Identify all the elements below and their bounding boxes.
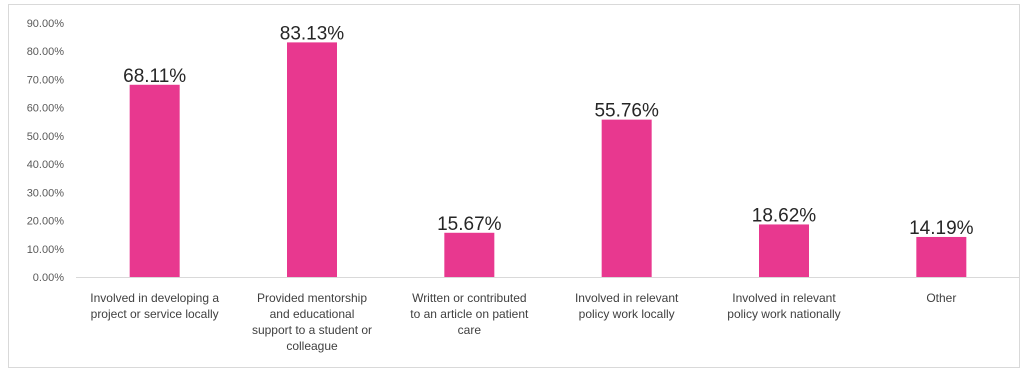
- y-tick-label: 20.00%: [27, 216, 65, 228]
- y-tick-label: 80.00%: [27, 46, 65, 58]
- bar: [287, 42, 337, 277]
- bar: [916, 236, 967, 277]
- data-label: 55.76%: [594, 101, 659, 122]
- y-tick-label: 10.00%: [27, 244, 65, 256]
- bars: [129, 42, 967, 277]
- category-label: Involved in relevant: [575, 291, 679, 305]
- category-label: support to a student or: [252, 323, 372, 337]
- y-tick-label: 70.00%: [27, 74, 65, 86]
- data-label: 68.11%: [123, 66, 186, 87]
- bar: [759, 224, 809, 277]
- category-label: project or service locally: [91, 307, 219, 321]
- category-label: policy work locally: [579, 307, 675, 321]
- category-label: and educational: [270, 307, 355, 321]
- y-tick-label: 40.00%: [27, 159, 65, 171]
- data-label: 83.13%: [280, 23, 345, 44]
- y-tick-label: 90.00%: [27, 18, 65, 30]
- category-label: policy work nationally: [727, 307, 840, 321]
- category-label: Involved in relevant: [732, 291, 836, 305]
- y-axis-tick-labels: 0.00% 10.00% 20.00% 30.00% 40.00% 50.00% 60.00…: [27, 18, 65, 284]
- category-label: Provided mentorship: [257, 291, 367, 305]
- bar: [129, 84, 180, 277]
- category-label: Other: [926, 291, 956, 305]
- data-label: 15.67%: [437, 214, 502, 235]
- bar: [444, 232, 495, 277]
- y-tick-label: 50.00%: [27, 131, 65, 143]
- category-label: Involved in developing a: [90, 291, 219, 305]
- bar: [601, 119, 652, 277]
- y-tick-label: 0.00%: [33, 272, 64, 284]
- category-label: Written or contributed: [412, 291, 527, 305]
- data-label: 14.19%: [909, 218, 974, 239]
- y-tick-label: 30.00%: [27, 187, 65, 199]
- category-label: colleague: [286, 339, 338, 353]
- category-label: care: [458, 323, 482, 337]
- data-label: 18.62%: [752, 205, 817, 226]
- category-labels: Involved in developing a project or servi…: [90, 291, 956, 353]
- data-labels: 68.11% 83.13% 15.67% 55.76% 18.62% 14.19%: [123, 23, 974, 239]
- category-label: to an article on patient: [410, 307, 529, 321]
- y-tick-label: 60.00%: [27, 103, 65, 115]
